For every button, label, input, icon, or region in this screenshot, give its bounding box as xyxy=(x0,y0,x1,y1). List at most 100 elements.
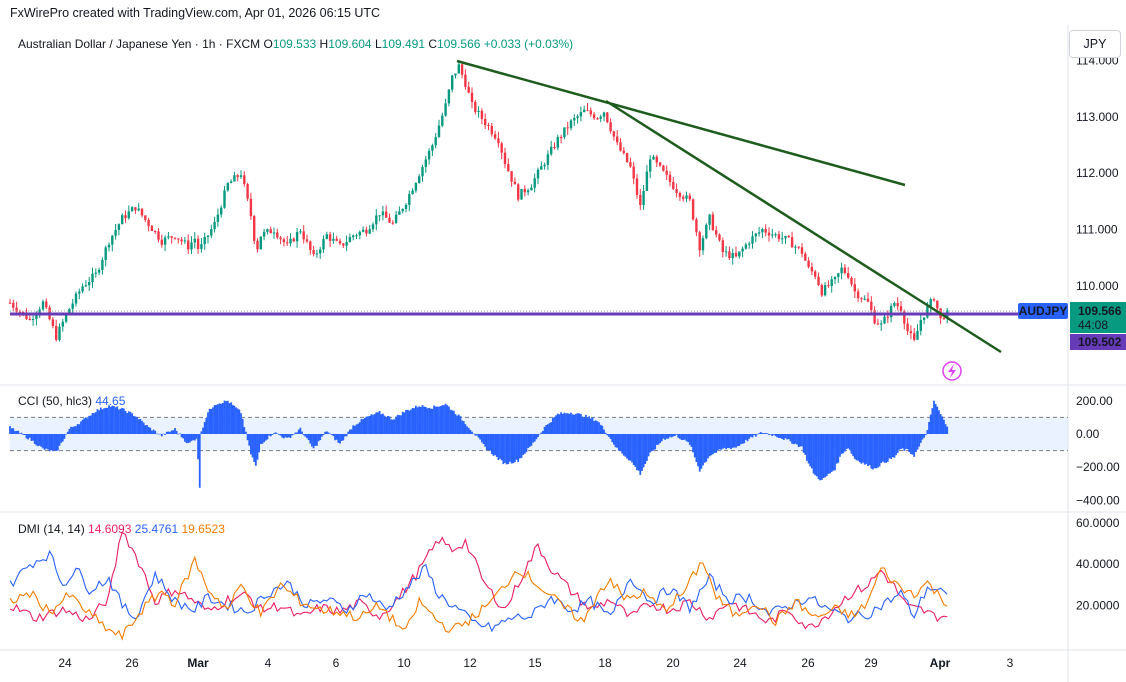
candle-body xyxy=(272,232,276,234)
cci-bar xyxy=(632,434,635,465)
cci-bar xyxy=(347,431,350,434)
cci-bar xyxy=(127,411,130,434)
cci-bar xyxy=(637,434,640,471)
cci-bar xyxy=(137,419,140,434)
cci-bar xyxy=(890,434,892,459)
cci-bar xyxy=(815,434,818,477)
cci-bar xyxy=(472,433,475,435)
candle-body xyxy=(827,285,830,287)
candle-body xyxy=(487,125,490,127)
dmi-adx-value: 19.6523 xyxy=(181,522,225,536)
cci-legend[interactable]: CCI (50, hlc3) 44.65 xyxy=(18,394,125,408)
cci-bar xyxy=(474,434,477,436)
cci-bar xyxy=(688,434,691,445)
cci-bar xyxy=(365,416,368,434)
cci-bar xyxy=(848,434,851,450)
open-label: O xyxy=(263,37,273,51)
candle-body xyxy=(619,142,622,151)
cci-bar xyxy=(441,405,444,434)
candle-body xyxy=(338,240,342,244)
cci-bar xyxy=(840,434,843,454)
time-tick-label: 15 xyxy=(528,656,542,670)
candle-body xyxy=(629,162,632,167)
cci-bar xyxy=(382,413,384,434)
cci-bar xyxy=(584,414,587,434)
candle-body xyxy=(249,198,253,217)
cci-bar xyxy=(520,434,523,458)
cci-bar xyxy=(372,414,374,434)
candle-body xyxy=(682,196,685,199)
cci-bar xyxy=(172,430,175,434)
candle-body xyxy=(223,190,226,208)
dmi-plus-value: 14.6093 xyxy=(88,522,132,536)
cci-bar xyxy=(485,434,488,451)
cci-bar xyxy=(147,426,150,434)
dmi-legend[interactable]: DMI (14, 14) 14.6093 25.4761 19.6523 xyxy=(18,522,225,536)
candle-body xyxy=(295,232,299,242)
cci-bar xyxy=(266,434,269,440)
candle-body xyxy=(282,239,286,243)
cci-bar xyxy=(320,434,323,437)
symbol-legend[interactable]: Australian Dollar / Japanese Yen · 1h · … xyxy=(18,37,573,51)
candle-body xyxy=(97,269,101,273)
cci-bar xyxy=(431,408,434,434)
cci-bar xyxy=(923,434,925,438)
candle-body xyxy=(157,231,160,240)
candle-body xyxy=(451,75,454,90)
cci-bar xyxy=(55,434,58,451)
candle-body xyxy=(170,236,173,238)
cci-bar xyxy=(495,434,498,457)
cci-bar xyxy=(766,433,769,434)
cci-bar xyxy=(467,427,470,434)
candle-body xyxy=(837,273,840,277)
cci-bar xyxy=(68,428,71,434)
candle-body xyxy=(200,244,203,249)
candle-body xyxy=(830,279,833,287)
cci-bar xyxy=(778,434,780,438)
cci-bar xyxy=(319,434,322,441)
cci-bar xyxy=(71,427,74,434)
candle-body xyxy=(728,251,731,259)
dmi-legend-name: DMI (14, 14) xyxy=(18,522,85,536)
cci-bar xyxy=(705,434,708,462)
candle-body xyxy=(847,272,850,278)
cci-bar xyxy=(208,408,211,434)
candle-body xyxy=(513,181,517,185)
cci-bar xyxy=(164,434,166,435)
cci-bar xyxy=(806,434,808,461)
candle-body xyxy=(771,234,774,236)
cci-bar xyxy=(439,406,442,434)
price-tick-label: 110.000 xyxy=(1076,279,1119,293)
cci-bar xyxy=(233,405,236,434)
candle-body xyxy=(292,238,295,242)
candle-body xyxy=(850,277,853,285)
cci-bar xyxy=(872,434,874,470)
candle-body xyxy=(754,233,757,237)
candle-body xyxy=(101,259,104,270)
cci-bar xyxy=(855,434,858,461)
cci-bar xyxy=(19,433,21,434)
candle-body xyxy=(784,236,787,239)
cci-bar xyxy=(93,413,96,434)
cci-bar xyxy=(586,417,589,434)
cci-bar xyxy=(271,434,274,435)
ticker-badge-label: AUDJPY xyxy=(1019,304,1068,318)
cci-bar xyxy=(9,426,11,434)
cci-bar xyxy=(933,400,935,434)
cci-bar xyxy=(139,418,142,434)
candle-body xyxy=(926,306,929,318)
candle-body xyxy=(203,236,206,245)
cci-bar xyxy=(782,434,785,440)
candle-body xyxy=(929,299,932,307)
cci-bar xyxy=(720,434,723,450)
cci-bar xyxy=(61,434,64,442)
cci-bar xyxy=(858,434,861,463)
candle-body xyxy=(814,271,817,277)
currency-button[interactable]: JPY xyxy=(1069,30,1121,58)
cci-bar xyxy=(43,434,46,450)
candle-body xyxy=(55,326,58,340)
dmi-tick-label: 60.0000 xyxy=(1076,516,1120,530)
cci-bar xyxy=(698,434,701,472)
candle-body xyxy=(262,231,266,237)
